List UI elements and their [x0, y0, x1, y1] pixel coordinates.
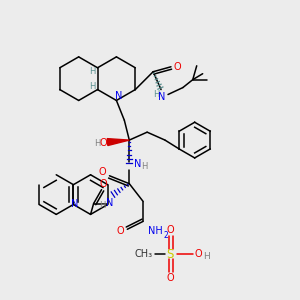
Text: O: O	[100, 138, 107, 148]
Text: O: O	[99, 167, 106, 177]
Text: O: O	[100, 179, 107, 189]
Text: H: H	[89, 82, 96, 91]
Text: H: H	[94, 139, 101, 148]
Text: N: N	[115, 91, 122, 100]
Text: O: O	[117, 226, 124, 236]
Text: H: H	[203, 251, 210, 260]
Text: N: N	[106, 197, 113, 208]
Text: O: O	[173, 62, 181, 72]
Text: CH₃: CH₃	[134, 249, 152, 259]
Text: NH: NH	[148, 226, 162, 236]
Text: N: N	[134, 159, 141, 169]
Text: H: H	[99, 201, 106, 210]
Text: O: O	[195, 249, 203, 259]
Text: H: H	[153, 90, 159, 99]
Text: 2: 2	[164, 231, 168, 240]
Text: S: S	[166, 248, 173, 260]
Text: N: N	[158, 92, 166, 103]
Text: N: N	[71, 200, 78, 209]
Text: O: O	[167, 225, 175, 235]
Text: H: H	[89, 67, 96, 76]
Polygon shape	[107, 139, 129, 145]
Text: H: H	[141, 162, 147, 171]
Text: O: O	[167, 273, 175, 283]
